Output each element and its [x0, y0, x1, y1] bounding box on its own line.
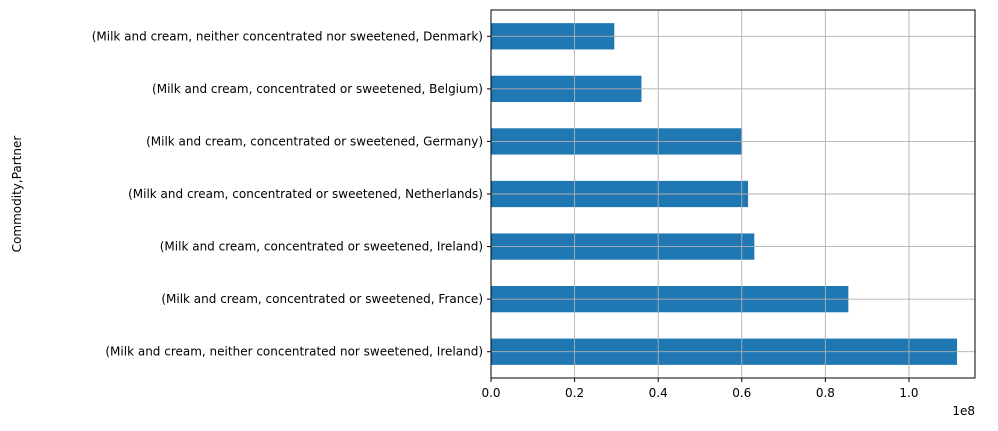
y-tick-label: (Milk and cream, concentrated or sweeten…	[161, 292, 483, 306]
grid-overlay	[490, 10, 975, 378]
x-tick-label: 1.0	[899, 386, 918, 400]
y-tick-label: (Milk and cream, neither concentrated no…	[92, 29, 483, 43]
x-axis-ticks: 0.0 0.2 0.4 0.6 0.8 1.0	[481, 378, 919, 400]
y-tick-label: (Milk and cream, concentrated or sweeten…	[160, 240, 483, 254]
x-tick-label: 0.4	[649, 386, 668, 400]
y-tick-label: (Milk and cream, concentrated or sweeten…	[128, 187, 483, 201]
x-axis-offset-label: 1e8	[952, 404, 975, 418]
x-tick-label: 0.2	[565, 386, 584, 400]
x-tick-label: 0.0	[481, 386, 500, 400]
y-axis-label: Commodity,Partner	[10, 136, 24, 253]
x-tick-label: 0.6	[732, 386, 751, 400]
x-tick-label: 0.8	[816, 386, 835, 400]
y-tick-label: (Milk and cream, concentrated or sweeten…	[152, 82, 483, 96]
y-tick-label: (Milk and cream, concentrated or sweeten…	[146, 134, 483, 148]
y-tick-label: (Milk and cream, neither concentrated no…	[105, 345, 483, 359]
y-axis-ticks: (Milk and cream, neither concentrated no…	[92, 29, 491, 359]
